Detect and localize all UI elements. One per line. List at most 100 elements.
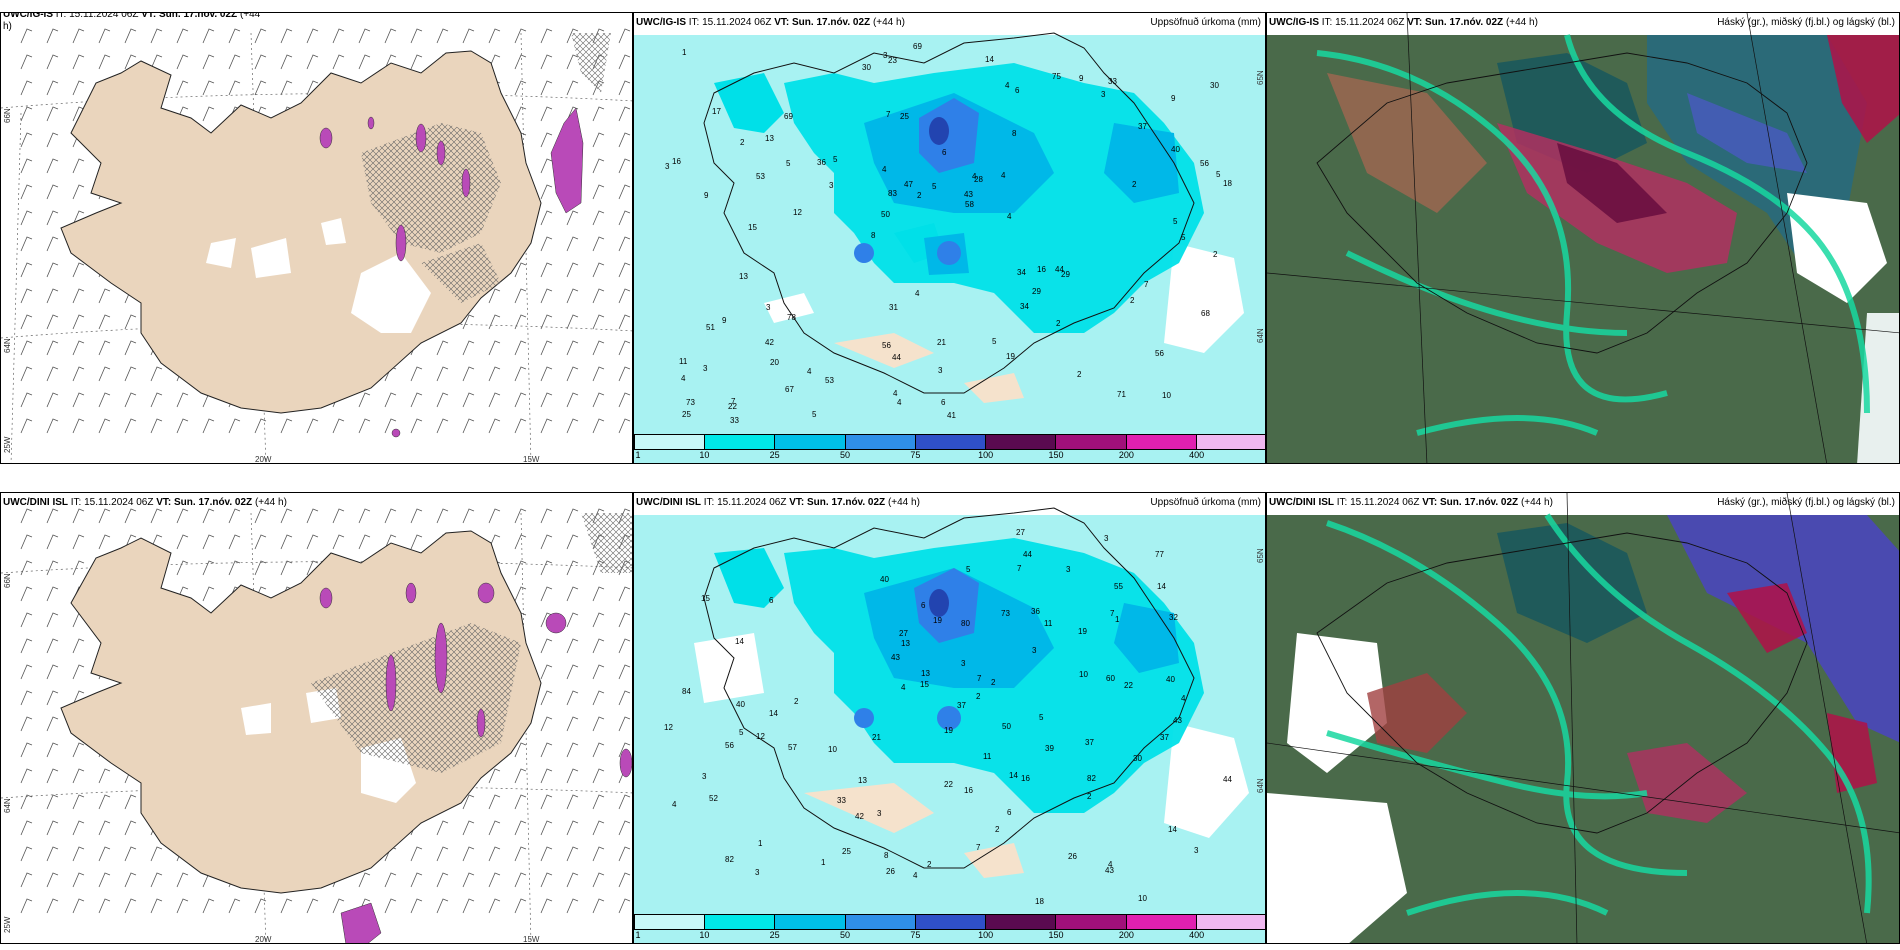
wind-barb	[124, 366, 137, 382]
wind-barb	[20, 612, 33, 628]
precip-value-label: 3	[755, 868, 760, 877]
precip-value-label: 14	[1168, 825, 1177, 834]
precip-value-label: 4	[1108, 860, 1113, 869]
wind-barb	[20, 54, 33, 70]
wind-barb	[20, 28, 33, 44]
precip-value-label: 19	[944, 726, 953, 735]
wind-barb	[20, 132, 33, 148]
precip-value-label: 16	[964, 786, 973, 795]
init-time: IT: 15.11.2024 06Z	[70, 497, 154, 508]
wind-barb	[592, 586, 605, 602]
precip-value-label: 4	[681, 374, 686, 383]
wind-barb	[280, 418, 293, 434]
wind-barb	[592, 340, 605, 356]
precip-value-label: 58	[965, 200, 974, 209]
wind-barb	[540, 366, 553, 382]
precip-value-label: 5	[786, 159, 791, 168]
colorbar-tick-label: 10	[699, 450, 710, 460]
precip-value-label: 1	[1115, 615, 1120, 624]
wind-barb	[462, 872, 475, 888]
wind-barb	[72, 560, 85, 576]
precip-value-label: 5	[1039, 713, 1044, 722]
precip-value-label: 68	[1201, 309, 1210, 318]
wind-barb	[98, 366, 111, 382]
wind-barb	[98, 418, 111, 434]
wind-barb	[592, 392, 605, 408]
precip-value-label: 16	[672, 157, 681, 166]
wind-barb	[540, 106, 553, 122]
precip-value-label: 44	[892, 353, 901, 362]
wind-barb	[618, 820, 631, 836]
wind-barb	[462, 508, 475, 524]
colorbar-tick-label: 200	[1118, 930, 1134, 940]
wind-barb	[566, 106, 579, 122]
wind-barb	[540, 768, 553, 784]
wind-barb	[540, 28, 553, 44]
colorbar-segment	[775, 915, 846, 929]
wind-barb	[332, 418, 345, 434]
precip-value-label: 9	[704, 191, 709, 200]
precip-value-label: 2	[794, 697, 799, 706]
wind-barb	[228, 80, 241, 96]
precip-value-label: 51	[706, 323, 715, 332]
init-time: IT: 15.11.2024 06Z	[55, 12, 139, 20]
precip-value-label: 56	[725, 741, 734, 750]
precip-value-label: 2	[1132, 180, 1137, 189]
precip-value-label: 15	[701, 594, 710, 603]
wind-barb	[592, 184, 605, 200]
wind-barb	[618, 418, 631, 434]
precip-value-label: 10	[828, 745, 837, 754]
wind-barb	[618, 366, 631, 382]
wind-barb	[280, 898, 293, 914]
wind-barb	[540, 560, 553, 576]
wind-barb	[384, 898, 397, 914]
precip-value-label: 32	[1169, 613, 1178, 622]
precip-value-label: 3	[1194, 846, 1199, 855]
lat-label: 64N	[3, 338, 12, 353]
precip-value-label: 12	[664, 723, 673, 732]
precip-value-label: 1	[682, 48, 687, 57]
wind-barb	[566, 340, 579, 356]
precip-value-label: 56	[1155, 349, 1164, 358]
colorbar-segment	[1126, 915, 1197, 929]
precip-value-label: 36	[1031, 607, 1040, 616]
wind-barb	[540, 612, 553, 628]
panel-header: UWC/IG-IS IT: 15.11.2024 06Z VT: Sun. 17…	[636, 17, 905, 29]
colorbar-segment	[1196, 915, 1265, 929]
model-name: UWC/IG-IS	[636, 17, 686, 28]
wind-barb	[618, 664, 631, 680]
colorbar-segment	[845, 435, 916, 449]
precip-value-label: 7	[1110, 609, 1115, 618]
wind-barb	[46, 534, 59, 550]
precip-value-label: 7	[886, 110, 891, 119]
wind-barb	[72, 184, 85, 200]
precip-value-label: 1	[821, 858, 826, 867]
panel-field-title: Uppsöfnuð úrkoma (mm)	[1150, 17, 1261, 28]
wind-barb	[488, 28, 501, 44]
wind-barb	[98, 794, 111, 810]
colorbar-segment	[635, 435, 706, 449]
precip-value-label: 26	[1068, 852, 1077, 861]
panel-header: UWC/DINI ISL IT: 15.11.2024 06Z VT: Sun.…	[3, 497, 287, 509]
precip-value-label: 56	[1200, 159, 1209, 168]
precip-value-label: 22	[728, 402, 737, 411]
wind-barb	[618, 898, 631, 914]
precip-value-label: 13	[921, 669, 930, 678]
precip-value-label: 31	[889, 303, 898, 312]
precip-value-label: 12	[756, 732, 765, 741]
precip-value-label: 2	[1213, 250, 1218, 259]
wind-barb	[124, 846, 137, 862]
wind-barb	[20, 210, 33, 226]
wind-barb	[618, 638, 631, 654]
wind-barb	[124, 872, 137, 888]
wind-barb	[540, 690, 553, 706]
precip-value-label: 2	[991, 678, 996, 687]
wind-barb	[540, 54, 553, 70]
valid-time: VT: Sun. 17.nóv. 02Z	[141, 12, 238, 20]
wind-barb	[358, 54, 371, 70]
wind-barb	[20, 690, 33, 706]
wind-barb	[46, 158, 59, 174]
colorbar	[634, 434, 1265, 450]
wind-barb	[228, 28, 241, 44]
precip-value-label: 4	[807, 367, 812, 376]
